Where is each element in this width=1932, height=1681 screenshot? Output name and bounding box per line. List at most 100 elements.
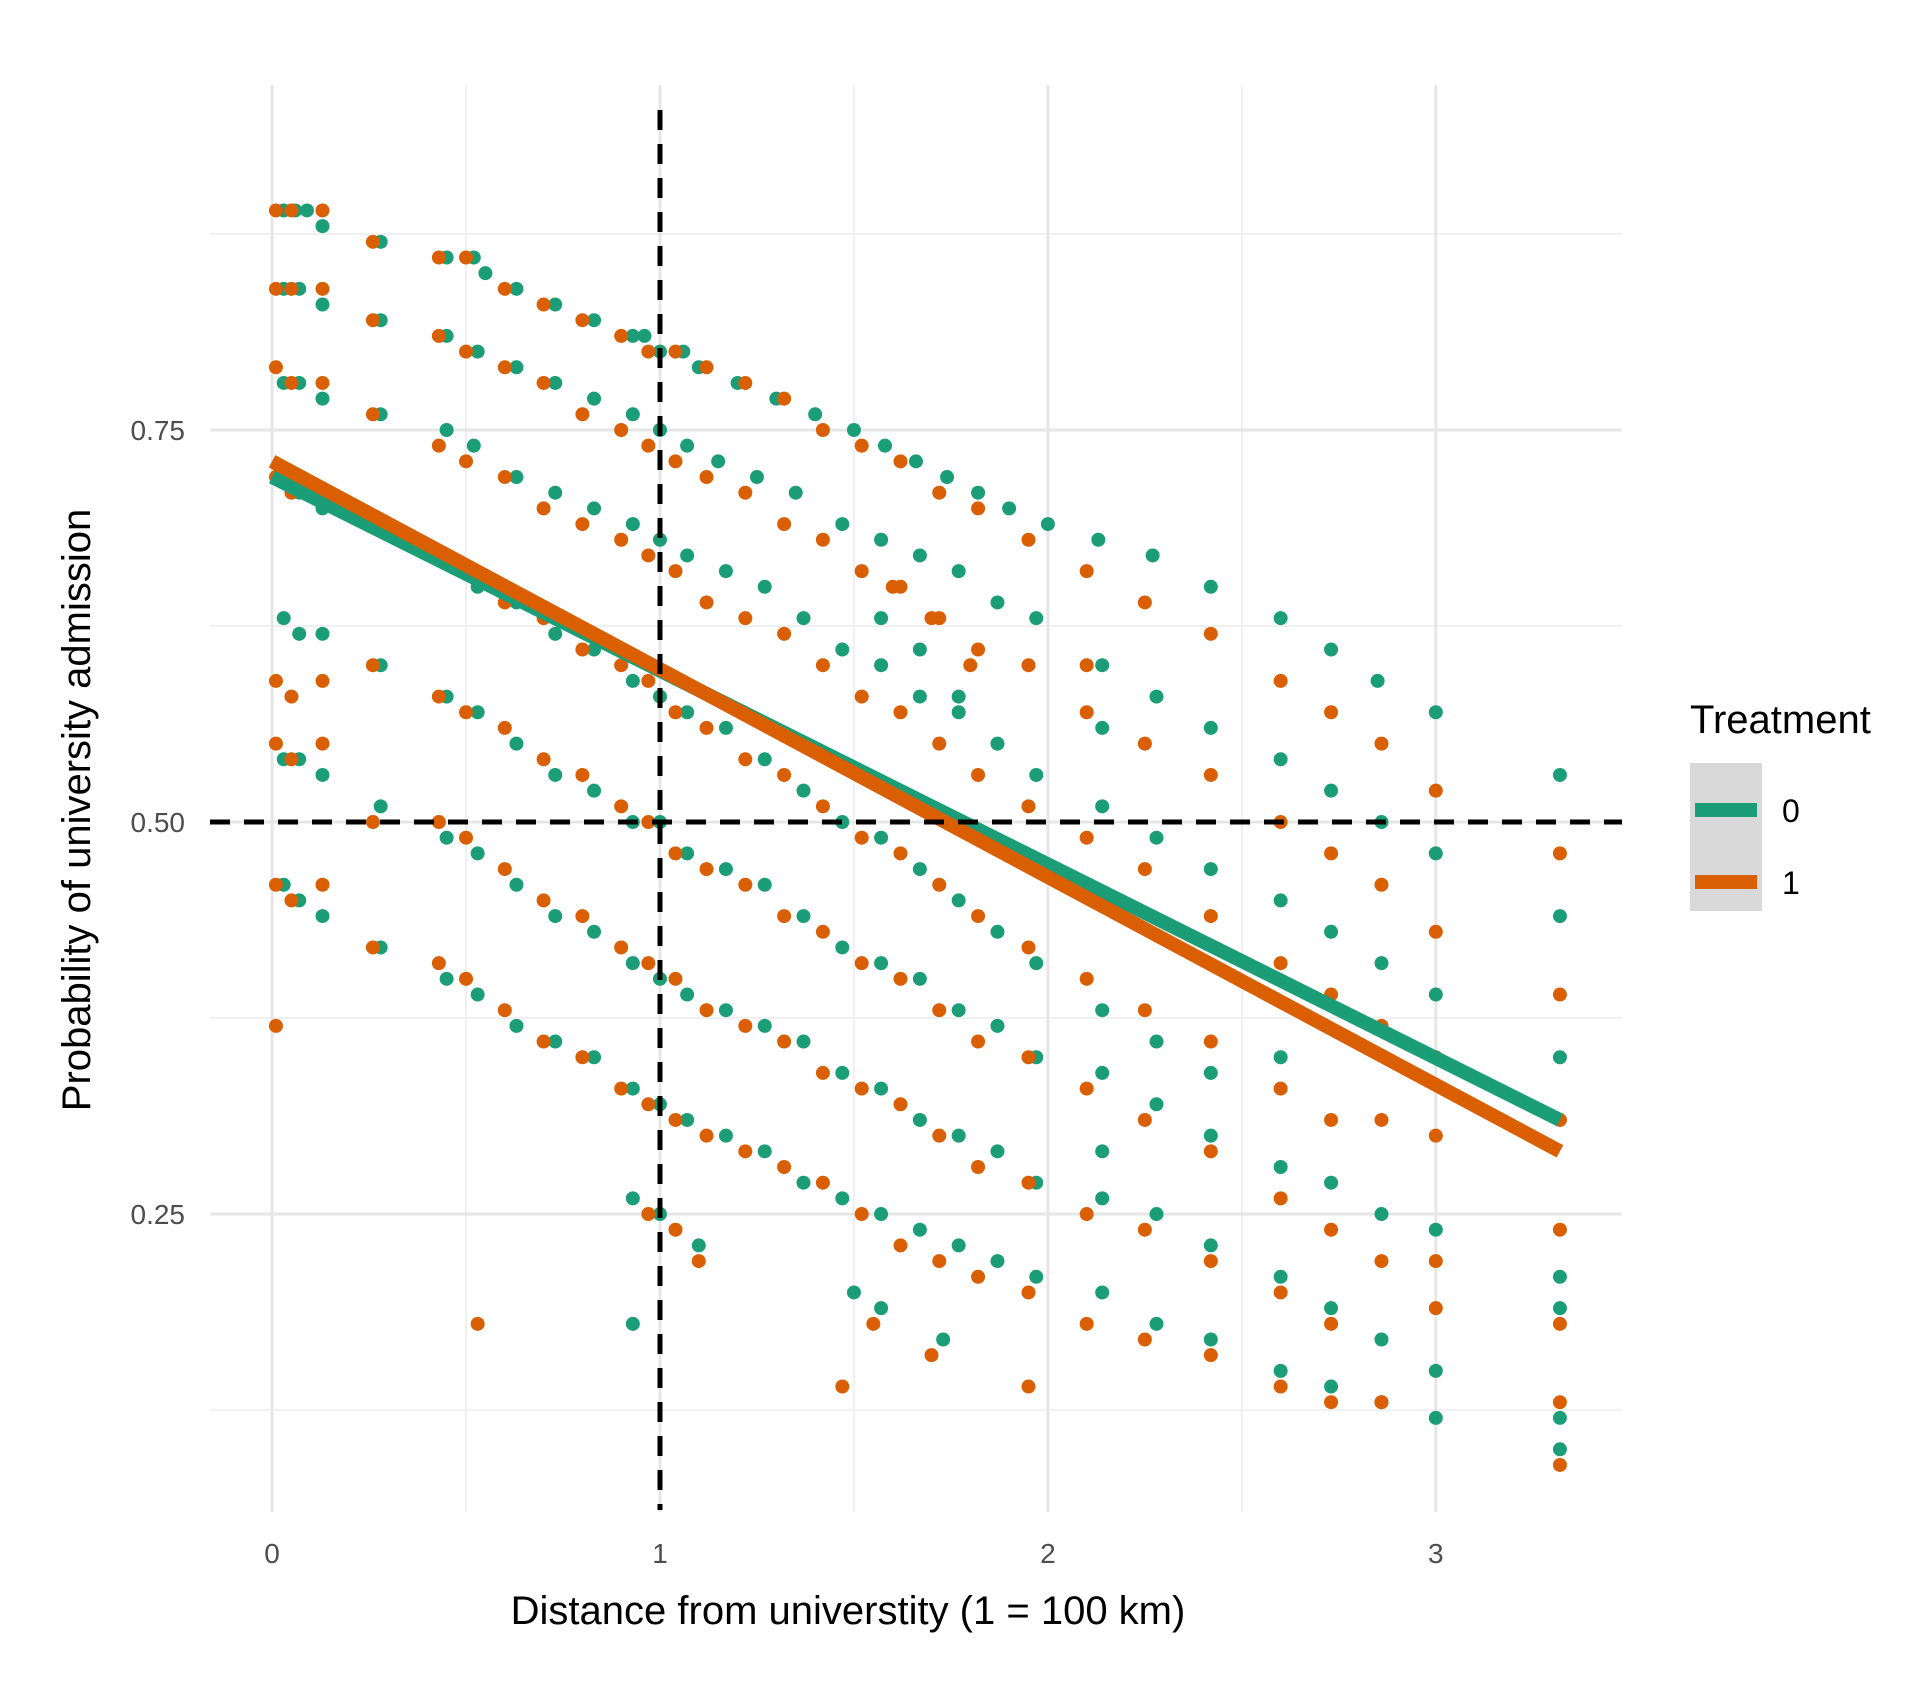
data-point-series-1 bbox=[893, 971, 908, 986]
data-point-series-0 bbox=[846, 1285, 861, 1300]
data-point-series-1 bbox=[315, 203, 330, 218]
data-point-series-0 bbox=[1273, 611, 1288, 626]
data-point-series-1 bbox=[536, 1034, 551, 1049]
data-point-series-0 bbox=[587, 783, 602, 798]
y-axis-ticks: 0.25 0.50 0.75 bbox=[131, 415, 186, 1230]
data-point-series-1 bbox=[1552, 1395, 1567, 1410]
data-point-series-1 bbox=[854, 689, 869, 704]
data-point-series-0 bbox=[1149, 1207, 1164, 1222]
x-axis-ticks: 0 1 2 3 bbox=[264, 1538, 1443, 1569]
data-point-series-0 bbox=[625, 517, 640, 532]
data-point-series-1 bbox=[815, 799, 830, 814]
data-point-series-0 bbox=[711, 454, 726, 469]
data-point-series-1 bbox=[1079, 1316, 1094, 1331]
data-point-series-0 bbox=[1428, 1222, 1443, 1237]
data-point-series-1 bbox=[497, 360, 512, 375]
data-point-series-0 bbox=[625, 673, 640, 688]
data-point-series-0 bbox=[757, 752, 772, 767]
data-point-series-1 bbox=[268, 877, 283, 892]
data-point-series-1 bbox=[668, 344, 683, 359]
data-point-series-0 bbox=[1552, 1050, 1567, 1065]
data-point-series-0 bbox=[846, 422, 861, 437]
data-point-series-1 bbox=[1324, 705, 1339, 720]
data-point-series-0 bbox=[990, 924, 1005, 939]
data-point-series-1 bbox=[1324, 846, 1339, 861]
data-point-series-0 bbox=[835, 517, 850, 532]
data-point-series-1 bbox=[1137, 1003, 1152, 1018]
data-point-series-1 bbox=[699, 720, 714, 735]
data-point-series-0 bbox=[1091, 532, 1106, 547]
y-tick-label: 0.75 bbox=[131, 415, 186, 446]
data-point-series-1 bbox=[815, 1175, 830, 1190]
data-point-series-0 bbox=[835, 1065, 850, 1080]
data-point-series-1 bbox=[315, 375, 330, 390]
data-point-series-0 bbox=[1273, 1363, 1288, 1378]
data-point-series-0 bbox=[680, 987, 695, 1002]
data-point-series-1 bbox=[932, 1003, 947, 1018]
data-point-series-1 bbox=[777, 1034, 792, 1049]
data-point-series-1 bbox=[268, 360, 283, 375]
data-point-series-1 bbox=[497, 720, 512, 735]
data-point-series-1 bbox=[268, 736, 283, 751]
data-point-series-1 bbox=[893, 454, 908, 469]
data-point-series-0 bbox=[509, 736, 524, 751]
data-point-series-0 bbox=[373, 799, 388, 814]
data-point-series-0 bbox=[680, 1112, 695, 1127]
data-point-series-1 bbox=[668, 971, 683, 986]
data-point-series-1 bbox=[699, 470, 714, 485]
data-point-series-0 bbox=[909, 454, 923, 469]
data-point-series-1 bbox=[365, 234, 380, 249]
data-point-series-1 bbox=[1021, 1050, 1036, 1065]
data-point-series-1 bbox=[1203, 1034, 1218, 1049]
data-point-series-1 bbox=[777, 767, 792, 782]
data-point-series-0 bbox=[796, 1034, 811, 1049]
data-point-series-1 bbox=[815, 422, 830, 437]
data-point-series-0 bbox=[874, 830, 889, 845]
data-point-series-1 bbox=[971, 1034, 986, 1049]
data-point-series-0 bbox=[1203, 579, 1218, 594]
data-point-series-0 bbox=[548, 485, 563, 500]
data-point-series-1 bbox=[924, 1348, 939, 1363]
data-point-series-0 bbox=[1324, 1379, 1339, 1394]
data-point-series-1 bbox=[971, 501, 986, 516]
data-point-series-1 bbox=[1203, 1144, 1218, 1159]
data-point-series-1 bbox=[1273, 673, 1288, 688]
data-point-series-0 bbox=[1149, 689, 1164, 704]
data-point-series-1 bbox=[459, 250, 474, 265]
data-point-series-1 bbox=[284, 893, 299, 908]
data-point-series-1 bbox=[614, 658, 629, 673]
data-point-series-1 bbox=[284, 752, 299, 767]
data-point-series-1 bbox=[614, 940, 629, 955]
data-point-series-1 bbox=[575, 909, 590, 924]
data-point-series-1 bbox=[932, 736, 947, 751]
data-point-series-1 bbox=[1374, 1254, 1389, 1269]
data-point-series-0 bbox=[796, 611, 811, 626]
data-point-series-0 bbox=[1273, 752, 1288, 767]
data-point-series-1 bbox=[1428, 783, 1443, 798]
data-point-series-0 bbox=[757, 1144, 772, 1159]
data-point-series-0 bbox=[835, 642, 850, 657]
data-point-series-0 bbox=[548, 767, 563, 782]
data-point-series-0 bbox=[951, 1238, 966, 1253]
data-point-series-1 bbox=[1203, 626, 1218, 641]
data-point-series-1 bbox=[932, 877, 947, 892]
data-point-series-0 bbox=[951, 689, 966, 704]
data-point-series-1 bbox=[1552, 1316, 1567, 1331]
data-point-series-1 bbox=[268, 673, 283, 688]
data-point-series-0 bbox=[1273, 1050, 1288, 1065]
data-point-series-1 bbox=[815, 1065, 830, 1080]
data-point-series-1 bbox=[893, 1097, 908, 1112]
data-point-series-0 bbox=[466, 438, 481, 453]
data-point-series-0 bbox=[835, 1191, 850, 1206]
data-point-series-1 bbox=[738, 1144, 753, 1159]
data-point-series-1 bbox=[1079, 971, 1094, 986]
data-point-series-0 bbox=[439, 971, 454, 986]
data-point-series-0 bbox=[1428, 987, 1443, 1002]
data-point-series-0 bbox=[1273, 893, 1288, 908]
data-point-series-1 bbox=[536, 297, 551, 312]
data-point-series-0 bbox=[912, 971, 927, 986]
y-axis-title: Probability of university admission bbox=[55, 509, 99, 1111]
data-point-series-0 bbox=[940, 470, 955, 485]
data-point-series-0 bbox=[912, 862, 927, 877]
data-point-series-0 bbox=[874, 658, 889, 673]
